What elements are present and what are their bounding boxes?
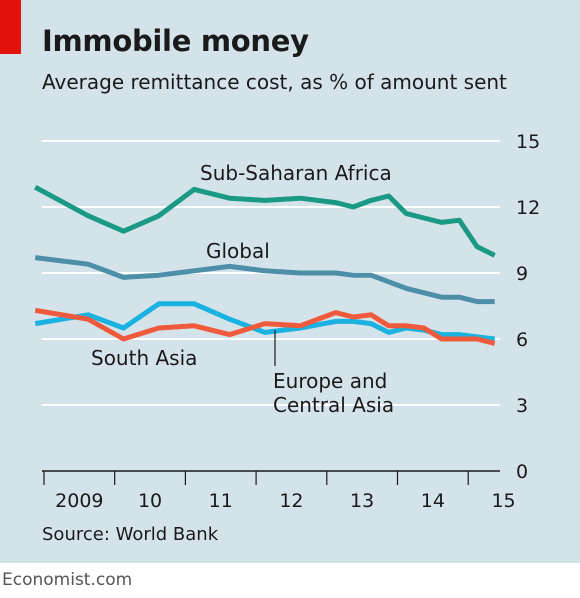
label-europe-line2: Central Asia (273, 393, 394, 417)
y-tick-label: 0 (516, 461, 528, 483)
chart-title: Immobile money (42, 24, 309, 58)
label-south-asia: South Asia (91, 346, 197, 370)
series-south-asia-line (34, 301, 496, 342)
x-tick-label: 13 (350, 490, 374, 512)
label-sub-saharan-africa: Sub-Saharan Africa (200, 161, 392, 185)
x-axis: 2009 10 11 12 13 14 15 (43, 471, 516, 512)
y-tick-label: 12 (516, 197, 540, 219)
y-tick-label: 15 (516, 131, 540, 153)
y-axis-labels: 0 3 6 9 12 15 (516, 131, 540, 483)
footer-credit: Economist.com (2, 570, 133, 590)
chart-panel (0, 0, 580, 563)
line-chart: 0 3 6 9 12 15 2009 10 11 12 13 14 15 Sub-Saharan Af… (34, 131, 540, 512)
x-tick-label: 10 (138, 490, 162, 512)
y-tick-label: 6 (516, 329, 528, 351)
gridlines (42, 140, 500, 472)
series-europe-and-central-asia-line (34, 307, 496, 346)
series-sub-saharan-africa-line (34, 184, 496, 258)
series-global-line (34, 255, 495, 305)
chart-subtitle: Average remittance cost, as % of amount … (42, 70, 507, 94)
label-europe-line1: Europe and (273, 369, 387, 393)
y-tick-label: 9 (516, 263, 528, 285)
source-note: Source: World Bank (42, 524, 219, 545)
x-tick-label: 11 (209, 490, 233, 512)
x-tick-label: 14 (421, 490, 445, 512)
label-global: Global (206, 239, 270, 263)
x-tick-label: 15 (491, 490, 515, 512)
brand-tab (0, 0, 21, 54)
y-tick-label: 3 (516, 395, 528, 417)
series-lines (34, 184, 496, 346)
annotation-labels: Sub-Saharan Africa Global South Asia Eur… (91, 161, 394, 417)
x-tick-label: 12 (279, 490, 303, 512)
x-tick-label: 2009 (55, 490, 103, 512)
